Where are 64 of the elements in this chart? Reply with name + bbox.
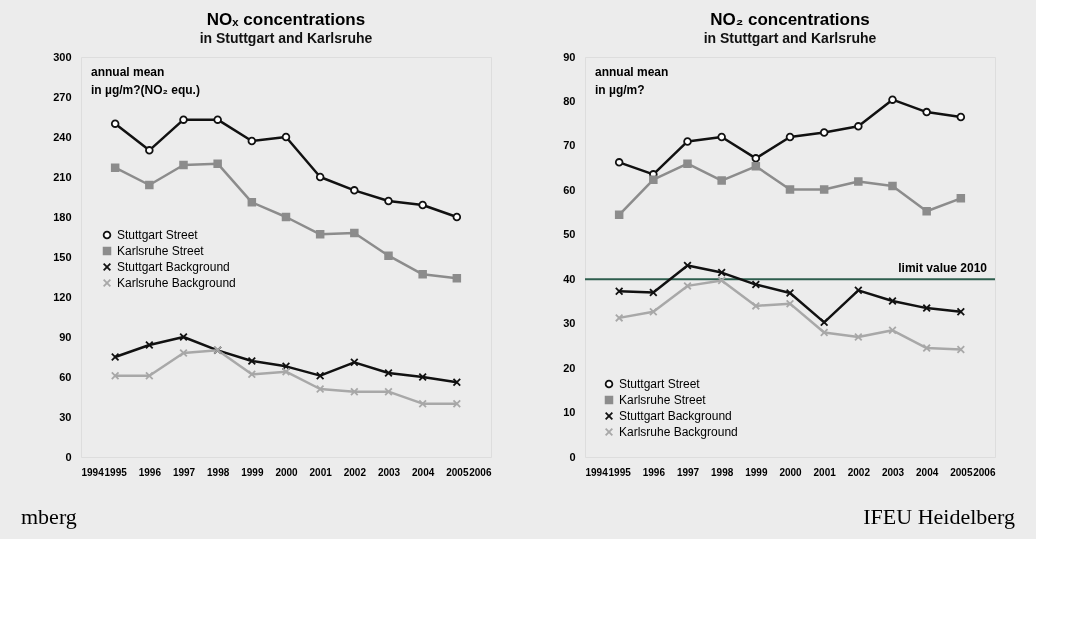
x-tick-label: 1996 [642, 466, 666, 478]
y-tick-label: 150 [53, 250, 72, 263]
y-tick-label: 60 [59, 370, 72, 383]
chart-subtitle: in Stuttgart and Karlsruhe [199, 30, 373, 46]
y-tick-label: 270 [53, 90, 72, 103]
x-tick-label: 2001 [813, 466, 837, 478]
ref-line-label: limit value 2010 [898, 261, 988, 276]
text: IFEU Heidelberg [863, 504, 1015, 529]
x-tick-label: 1996 [138, 466, 162, 478]
x-tick-label: 2005 [446, 466, 469, 478]
x-tick-label: 1997 [172, 466, 196, 478]
x-tick-label: 2002 [343, 466, 367, 478]
x-tick-label: 1999 [241, 466, 264, 478]
x-tick-label: 2003 [377, 466, 401, 478]
legend-label: Stuttgart Street [619, 377, 701, 391]
x-tick-label: 2000 [779, 466, 803, 478]
legend-label: Karlsruhe Background [117, 276, 236, 290]
text: mberg [21, 504, 77, 529]
legend-label: Karlsruhe Street [117, 244, 205, 258]
y-tick-label: 240 [53, 130, 72, 143]
legend-label: Stuttgart Background [619, 409, 732, 423]
x-tick-label: 1999 [745, 466, 768, 478]
y-tick-label: 300 [53, 50, 72, 63]
y-tick-label: 90 [59, 330, 72, 343]
y-tick-label: 60 [563, 183, 576, 196]
y-tick-label: 120 [53, 290, 72, 303]
x-tick-label: 2005 [950, 466, 973, 478]
x-tick-label: 1994 [81, 466, 105, 478]
y-tick-label: 40 [563, 272, 576, 285]
y-tick-label: 30 [563, 317, 576, 330]
y-tick-label: 90 [563, 50, 576, 63]
x-tick-label: 1998 [711, 466, 734, 478]
legend-label: Karlsruhe Street [619, 393, 707, 407]
chart-title: NO₂ concentrations [710, 10, 870, 29]
x-tick-label: 2006 [973, 466, 996, 478]
annotation: annual mean in µg/m? [595, 65, 669, 97]
y-tick-label: 210 [53, 170, 72, 183]
x-tick-label: 2003 [881, 466, 905, 478]
x-tick-label: 1995 [104, 466, 128, 478]
x-tick-label: 1995 [608, 466, 632, 478]
x-tick-label: 2004 [412, 466, 435, 478]
legend-label: Stuttgart Street [117, 228, 199, 242]
x-tick-label: 2000 [275, 466, 299, 478]
chart-subtitle: in Stuttgart and Karlsruhe [703, 30, 877, 46]
y-tick-label: 50 [563, 228, 576, 241]
y-tick-label: 0 [65, 450, 72, 463]
x-tick-label: 1997 [676, 466, 700, 478]
y-tick-label: 80 [563, 94, 576, 107]
x-tick-label: 2002 [847, 466, 871, 478]
y-tick-label: 180 [53, 210, 72, 223]
x-tick-label: 2006 [469, 466, 492, 478]
x-tick-label: 1998 [207, 466, 230, 478]
y-tick-label: 70 [563, 139, 576, 152]
y-tick-label: 30 [59, 410, 72, 423]
annotation: annual mean in µg/m?(NO₂ equ.) [91, 65, 200, 97]
y-tick-label: 10 [563, 406, 576, 419]
y-tick-label: 20 [563, 361, 576, 374]
chart-title: NOₓ concentrations [206, 10, 366, 29]
x-tick-label: 1994 [585, 466, 609, 478]
x-tick-label: 2001 [309, 466, 333, 478]
x-tick-label: 2004 [916, 466, 939, 478]
legend-label: Stuttgart Background [117, 260, 230, 274]
y-tick-label: 0 [569, 450, 576, 463]
legend-label: Karlsruhe Background [619, 425, 738, 439]
